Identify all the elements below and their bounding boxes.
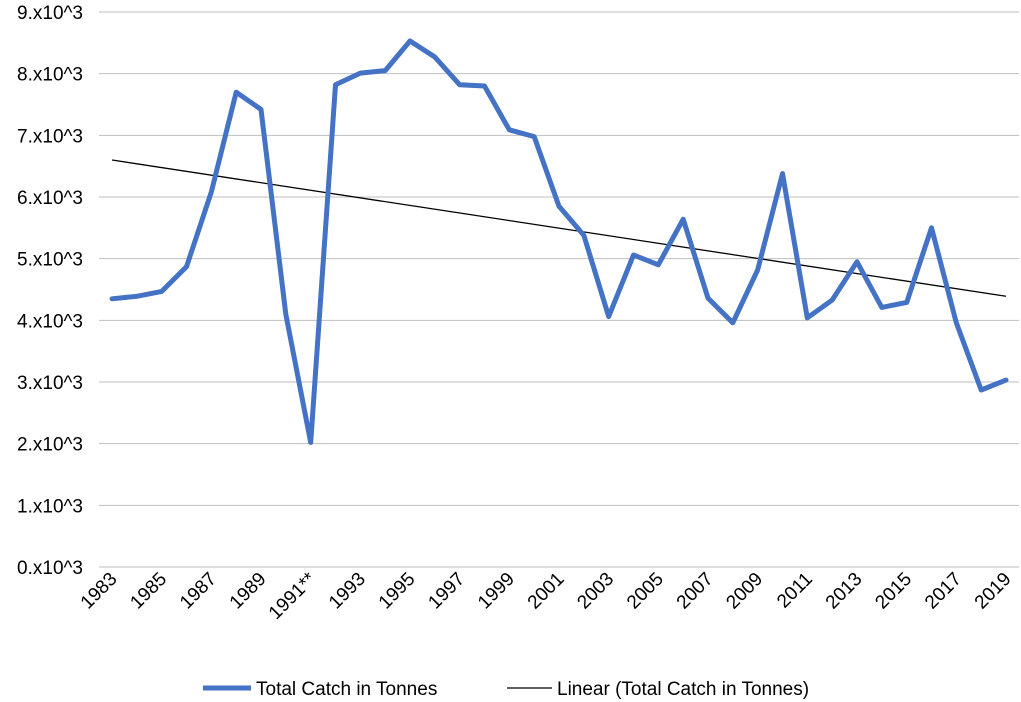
x-tick-label: 2005 xyxy=(623,569,668,614)
y-tick-label: 7.x10^3 xyxy=(17,126,83,147)
data-point xyxy=(508,129,510,131)
y-tick-label: 1.x10^3 xyxy=(17,496,83,517)
data-point xyxy=(335,84,336,86)
trendline xyxy=(111,159,1007,297)
data-point xyxy=(484,85,485,87)
data-point xyxy=(931,227,932,229)
legend: Total Catch in Tonnes Linear (Total Catc… xyxy=(203,679,809,700)
data-point xyxy=(633,254,634,256)
data-point xyxy=(136,295,138,297)
x-tick-label: 2019 xyxy=(971,569,1016,614)
data-point xyxy=(161,290,163,292)
x-tick-label: 2013 xyxy=(822,569,867,614)
legend-label-linear-trend: Linear (Total Catch in Tonnes) xyxy=(557,679,809,700)
data-point xyxy=(210,191,212,193)
x-tick-label: 1999 xyxy=(474,569,519,614)
x-tick-label: 2009 xyxy=(722,569,767,614)
y-tick-label: 2.x10^3 xyxy=(17,435,83,456)
data-point xyxy=(558,205,560,207)
data-point xyxy=(310,441,312,443)
x-tick-label: 1989 xyxy=(226,569,271,614)
data-point xyxy=(732,322,734,324)
x-tick-label: 2015 xyxy=(871,569,916,614)
x-tick-label: 2017 xyxy=(921,569,966,614)
data-point xyxy=(1005,379,1007,381)
data-point xyxy=(409,40,411,42)
y-tick-label: 4.x10^3 xyxy=(17,311,83,332)
data-point xyxy=(285,313,287,315)
data-point xyxy=(782,173,783,175)
data-point xyxy=(111,298,113,300)
data-point xyxy=(906,301,908,303)
data-point xyxy=(955,322,957,324)
data-point xyxy=(186,266,187,268)
data-point xyxy=(707,297,709,299)
x-tick-label: 2001 xyxy=(524,569,569,614)
x-tick-label: 1983 xyxy=(77,569,122,614)
data-point xyxy=(235,91,237,93)
series-layer xyxy=(109,38,1009,445)
data-point xyxy=(260,108,262,110)
y-tick-label: 6.x10^3 xyxy=(17,188,83,209)
trendline-layer xyxy=(111,159,1007,297)
data-point xyxy=(359,72,361,74)
y-tick-label: 3.x10^3 xyxy=(17,373,83,394)
data-point xyxy=(657,264,659,266)
x-tick-label: 1987 xyxy=(176,569,221,614)
data-point xyxy=(980,389,982,391)
y-tick-label: 9.x10^3 xyxy=(17,3,83,24)
data-point xyxy=(384,70,386,72)
x-tick-label: 2003 xyxy=(573,569,618,614)
gridlines xyxy=(99,11,1019,568)
data-point xyxy=(682,218,684,220)
x-tick-label: 1997 xyxy=(424,569,469,614)
data-point xyxy=(608,316,610,318)
y-tick-label: 8.x10^3 xyxy=(17,65,83,86)
data-point xyxy=(757,269,759,271)
data-point xyxy=(831,299,833,301)
y-tick-label: 5.x10^3 xyxy=(17,250,83,271)
data-point xyxy=(856,261,858,263)
data-point xyxy=(434,56,436,58)
x-tick-label: 1995 xyxy=(375,569,420,614)
data-point xyxy=(459,84,461,86)
x-tick-label: 1991** xyxy=(265,568,321,624)
x-tick-label: 1993 xyxy=(325,569,370,614)
data-point xyxy=(583,234,585,236)
legend-label-total-catch: Total Catch in Tonnes xyxy=(256,679,437,700)
y-tick-label: 0.x10^3 xyxy=(17,558,83,579)
data-point xyxy=(533,136,535,138)
x-tick-label: 1985 xyxy=(126,569,171,614)
x-tick-label: 2007 xyxy=(673,569,718,614)
y-axis-tick-labels: 0.x10^3 1.x10^3 2.x10^3 3.x10^3 4.x10^3 5.x10… xyxy=(17,3,83,579)
data-point xyxy=(806,317,808,319)
x-tick-label: 2011 xyxy=(773,569,817,613)
data-point xyxy=(881,306,883,308)
